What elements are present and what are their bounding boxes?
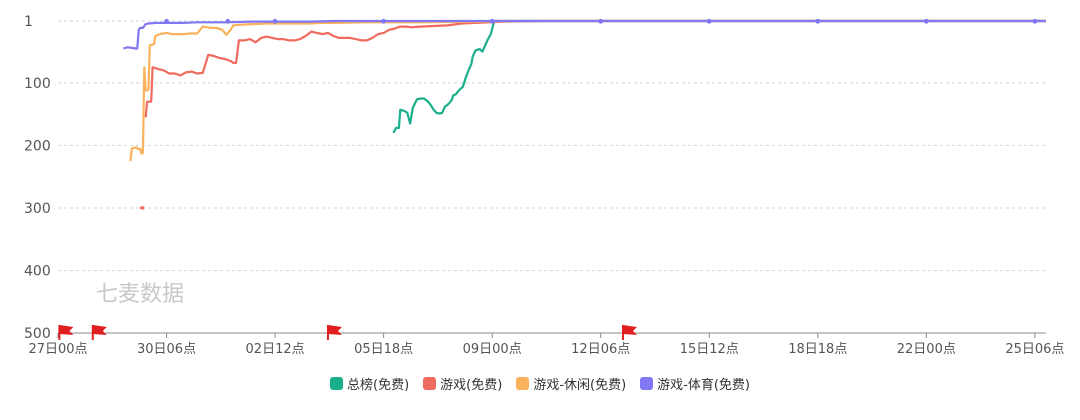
series-marker <box>164 18 169 24</box>
legend-swatch <box>423 377 437 390</box>
legend-label: 总榜(免费) <box>347 378 410 393</box>
event-flags[interactable] <box>58 325 637 340</box>
event-flag-icon[interactable] <box>58 325 74 340</box>
x-tick-label: 30日06点 <box>137 342 196 357</box>
series-marker <box>272 18 278 24</box>
y-tick-label: 1 <box>24 14 33 30</box>
x-tick-label: 22日00点 <box>897 342 956 357</box>
event-flag-icon[interactable] <box>621 325 637 340</box>
series-line <box>123 19 1046 50</box>
legend-item[interactable]: 游戏-体育(免费) <box>640 374 750 393</box>
event-flag-icon[interactable] <box>326 325 342 340</box>
x-tick-label: 05日18点 <box>354 342 413 357</box>
x-tick-label: 02日12点 <box>246 342 305 357</box>
y-tick-label: 100 <box>24 76 51 92</box>
series-marker <box>923 18 929 24</box>
legend-swatch <box>640 377 654 390</box>
series-line <box>129 19 1046 162</box>
x-tick-label: 25日06点 <box>1005 342 1064 357</box>
x-tick-label: 15日12点 <box>680 342 739 357</box>
watermark-text: 七麦数据 <box>96 282 184 307</box>
y-tick-label: 400 <box>24 263 51 279</box>
series-marker <box>598 18 604 24</box>
legend-swatch <box>516 377 530 390</box>
legend-label: 游戏(免费) <box>440 378 503 393</box>
legend-item[interactable]: 游戏(免费) <box>423 374 502 393</box>
x-tick-label: 18日18点 <box>788 342 847 357</box>
rank-chart: 1 100 200 300 400 500 27日00点 30日06点 02日12点 05日18… <box>24 14 1064 357</box>
series-line <box>144 19 1046 118</box>
x-tick-label: 27日00点 <box>28 342 87 357</box>
legend-item[interactable]: 总榜(免费) <box>330 374 409 393</box>
x-axis: 27日00点 30日06点 02日12点 05日18点 09日00点 12日06点 15日1… <box>28 332 1064 357</box>
series-marker <box>1032 18 1038 24</box>
series-markers <box>164 18 1038 24</box>
y-tick-label: 200 <box>24 138 51 154</box>
event-flag-icon[interactable] <box>91 325 107 340</box>
legend-item[interactable]: 游戏-休闲(免费) <box>516 374 626 393</box>
x-tick-label: 09日00点 <box>463 342 522 357</box>
y-tick-label: 300 <box>24 201 51 217</box>
y-tick-label: 500 <box>24 326 51 342</box>
series-marker <box>706 18 712 24</box>
legend-label: 游戏-休闲(免费) <box>533 378 627 393</box>
series-line <box>392 19 1046 134</box>
series-marker <box>489 18 495 24</box>
series-marker <box>381 18 387 24</box>
x-tick-label: 12日06点 <box>571 342 630 357</box>
legend: 总榜(免费) 游戏(免费) 游戏-休闲(免费) 游戏-体育(免费) <box>0 374 1080 393</box>
legend-swatch <box>330 377 343 390</box>
series-marker <box>225 18 231 24</box>
series-lines <box>123 19 1046 210</box>
series-marker <box>815 18 821 24</box>
y-axis: 1 100 200 300 400 500 <box>24 14 51 342</box>
legend-label: 游戏-体育(免费) <box>657 378 750 393</box>
